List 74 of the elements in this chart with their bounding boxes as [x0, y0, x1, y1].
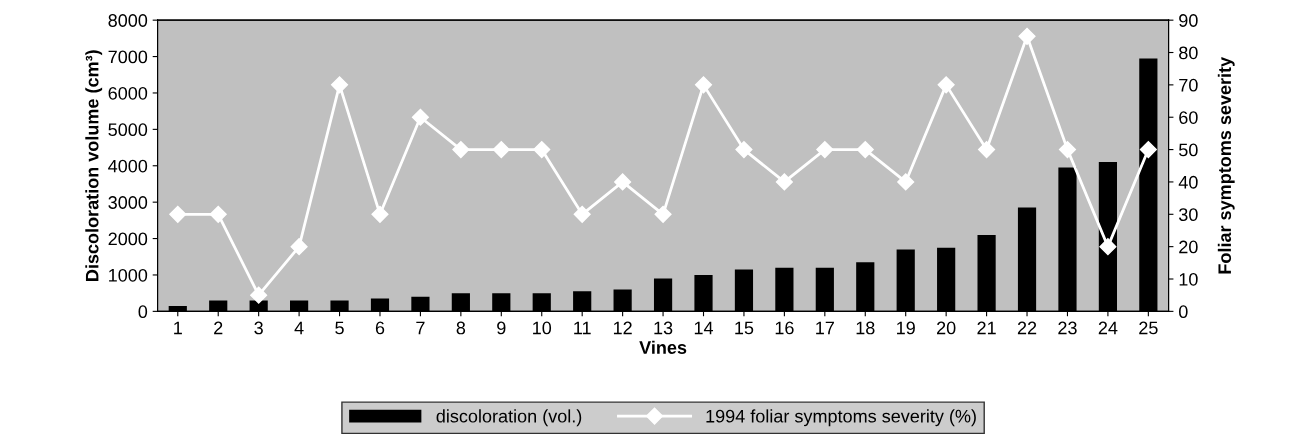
x-tick-label: 4: [294, 321, 304, 335]
x-tick-label: 20: [937, 321, 956, 335]
y2-tick-label: 30: [1178, 208, 1198, 222]
point: [371, 205, 389, 223]
x-tick-label: 5: [335, 321, 344, 335]
x-tick-label: 11: [574, 321, 591, 335]
point: [654, 205, 672, 223]
point: [856, 141, 874, 159]
x-tick-label: 25: [1139, 321, 1158, 335]
point: [1139, 141, 1157, 159]
y-tick-label: 3000: [108, 196, 148, 209]
y-tick-label: 7000: [108, 50, 148, 64]
x-tick-label: 3: [254, 321, 263, 335]
point: [290, 238, 308, 256]
x-tick-label: 12: [613, 321, 632, 335]
point: [735, 141, 753, 159]
point: [209, 205, 227, 223]
y2-tick-label: 50: [1179, 143, 1198, 157]
y-axis-title: Discoloration volume (cm³): [85, 50, 103, 281]
x-tick-label: 23: [1058, 321, 1077, 335]
y-tick-label: 4000: [108, 159, 148, 173]
y-tick-label: 1000: [109, 268, 148, 282]
point: [978, 141, 996, 159]
x-tick-label: 16: [775, 321, 794, 335]
point: [492, 141, 510, 159]
x-tick-label: 21: [977, 321, 996, 335]
x-tick-label: 19: [897, 321, 915, 335]
x-tick-label: 7: [416, 321, 425, 335]
point: [1099, 238, 1117, 256]
point: [816, 141, 834, 159]
point: [1018, 27, 1036, 45]
x-tick-label: 22: [1017, 321, 1037, 335]
y2-tick-label: 80: [1179, 46, 1198, 60]
point: [411, 108, 429, 126]
y2-tick-label: 20: [1179, 240, 1198, 254]
y-tick-label: 2000: [108, 232, 148, 246]
point: [573, 205, 591, 223]
y2-tick-label: 40: [1178, 175, 1198, 189]
y-tick-label: 5000: [108, 123, 148, 137]
x-tick-label: 9: [497, 321, 506, 335]
x-tick-label: 13: [654, 321, 673, 335]
point: [614, 173, 632, 191]
y2-axis-title: Foliar symptoms severity: [1217, 56, 1235, 274]
y2-tick-label: 70: [1179, 78, 1198, 92]
point: [897, 173, 915, 191]
point: [1058, 141, 1077, 159]
x-tick-label: 17: [816, 321, 834, 335]
y2-tick-label: 0: [1179, 305, 1188, 319]
x-tick-label: 2: [214, 321, 223, 335]
y-tick-label: 0: [138, 305, 148, 319]
x-tick-label: 8: [456, 321, 466, 335]
y2-tick-label: 10: [1179, 272, 1198, 286]
x-tick-label: 6: [375, 321, 385, 335]
point: [250, 286, 268, 304]
x-tick-label: 18: [856, 321, 875, 335]
x-tick-label: 14: [694, 321, 714, 335]
point: [694, 76, 713, 94]
x-tick-label: 10: [533, 321, 552, 335]
point: [775, 173, 793, 191]
x-tick-label: 15: [735, 321, 754, 335]
x-tick-label: 1: [174, 321, 182, 335]
point: [330, 76, 349, 94]
point: [937, 76, 955, 94]
x-tick-label: 24: [1098, 321, 1118, 335]
legend-label: discoloration (vol.): [436, 409, 582, 427]
point: [533, 141, 551, 159]
y2-tick-label: 90: [1179, 14, 1198, 27]
point: [452, 141, 470, 159]
legend-label: 1994 foliar symptoms severity (%): [706, 409, 976, 427]
point: [169, 205, 187, 223]
x-axis-title: Vines: [639, 340, 687, 354]
y-tick-label: 6000: [108, 86, 148, 100]
y-tick-label: 8000: [108, 14, 148, 27]
y2-tick-label: 60: [1179, 111, 1198, 124]
